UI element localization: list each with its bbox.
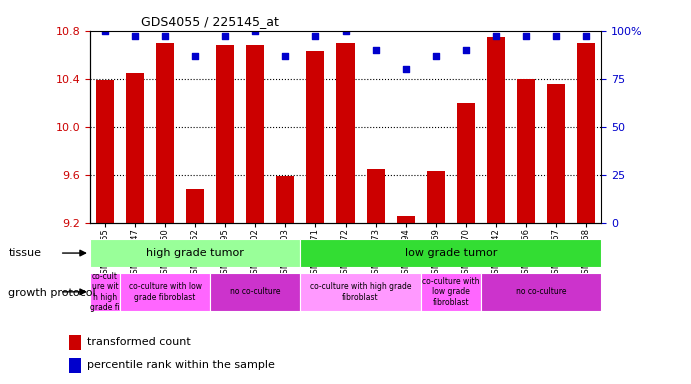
Bar (96, 80, 114, 223)
Bar (397, 215, 415, 223)
Bar (301, 239, 601, 267)
Text: no co-culture: no co-culture (515, 287, 566, 296)
Point (100, 28, 111, 34)
Point (220, 33, 231, 40)
Text: no co-culture: no co-culture (230, 287, 281, 296)
Text: tissue: tissue (8, 248, 41, 258)
Bar (301, 273, 421, 311)
Bar (126, 73, 144, 223)
Bar (517, 79, 535, 223)
Text: percentile rank within the sample: percentile rank within the sample (87, 360, 274, 370)
Text: GDS4055 / 225145_at: GDS4055 / 225145_at (141, 15, 279, 28)
Bar (457, 103, 475, 223)
Text: co-culture with low
grade fibroblast: co-culture with low grade fibroblast (129, 282, 202, 301)
Bar (337, 43, 354, 223)
Text: high grade tumor: high grade tumor (146, 248, 244, 258)
Point (129, 33, 140, 40)
Point (491, 33, 502, 40)
Text: low grade tumor: low grade tumor (405, 248, 497, 258)
Point (400, 66, 411, 72)
Bar (69, 335, 82, 349)
Point (160, 33, 171, 40)
Point (580, 33, 591, 40)
Bar (421, 273, 481, 311)
Point (551, 33, 562, 40)
Bar (90, 273, 120, 311)
Point (460, 47, 471, 53)
Bar (487, 37, 505, 223)
Text: co-culture with
low grade
fibroblast: co-culture with low grade fibroblast (422, 277, 480, 307)
Point (249, 28, 261, 34)
Bar (306, 51, 325, 223)
Bar (210, 273, 301, 311)
Bar (156, 43, 174, 223)
Point (520, 33, 531, 40)
Point (370, 47, 381, 53)
Bar (246, 45, 264, 223)
Point (280, 53, 291, 59)
Bar (120, 273, 210, 311)
Point (310, 33, 321, 40)
Point (189, 53, 200, 59)
Text: growth protocol: growth protocol (8, 288, 96, 298)
Text: transformed count: transformed count (87, 337, 191, 347)
Bar (216, 45, 234, 223)
Text: co-cult
ure wit
h high
grade fi: co-cult ure wit h high grade fi (90, 272, 120, 312)
Bar (577, 43, 595, 223)
Bar (90, 239, 301, 267)
Bar (366, 169, 385, 223)
Bar (186, 189, 204, 223)
Point (430, 53, 442, 59)
Bar (481, 273, 601, 311)
Bar (276, 176, 294, 223)
Point (340, 28, 351, 34)
Bar (69, 358, 82, 372)
Bar (547, 84, 565, 223)
Bar (427, 171, 445, 223)
Text: co-culture with high grade
fibroblast: co-culture with high grade fibroblast (310, 282, 411, 301)
